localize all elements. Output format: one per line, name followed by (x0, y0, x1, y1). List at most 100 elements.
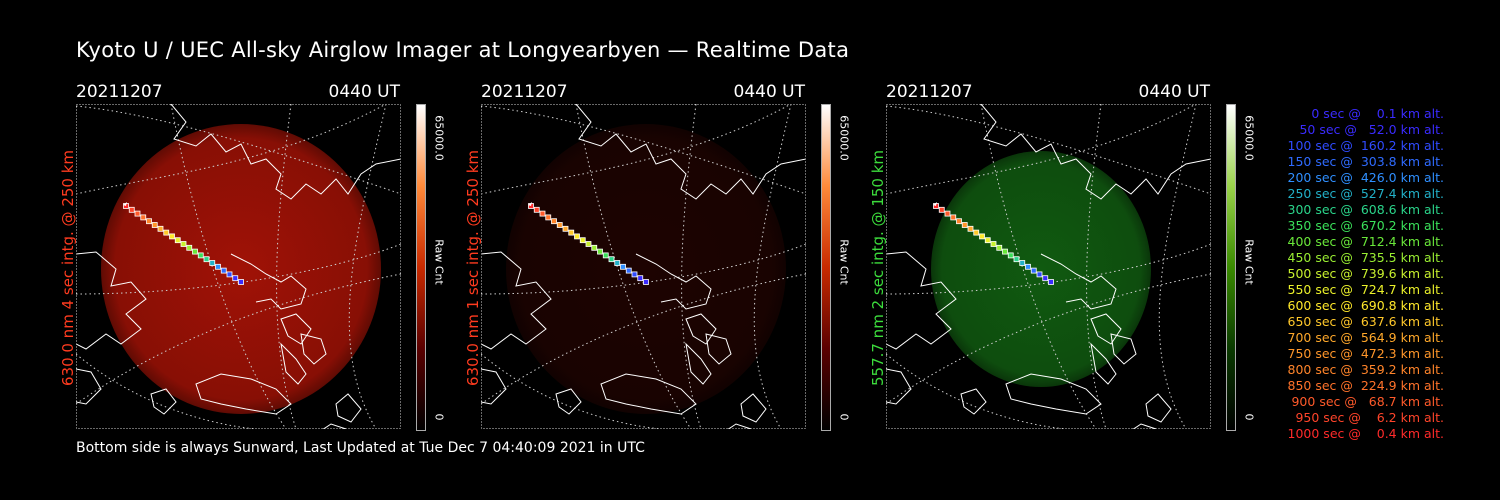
legend-row: 250 sec @ 527.4 km alt. (1287, 186, 1444, 201)
legend-row: 1000 sec @ 0.4 km alt. (1287, 426, 1444, 441)
trajectory-point (556, 222, 563, 228)
trajectory-point (979, 233, 985, 240)
legend-row: 300 sec @ 608.6 km alt. (1287, 202, 1444, 217)
legend-row: 350 sec @ 670.2 km alt. (1287, 218, 1444, 233)
trajectory-point (1007, 252, 1014, 259)
coastline (886, 251, 957, 350)
airglow-disk (101, 124, 381, 414)
longitude-line (170, 104, 287, 429)
trajectory-point (134, 210, 141, 217)
legend-row: 150 sec @ 303.8 km alt. (1287, 154, 1444, 169)
trajectory-point (533, 206, 540, 213)
colorbar-min-label: 0 (1242, 413, 1256, 421)
longitude-line (1158, 104, 1197, 429)
trajectory-point (568, 229, 575, 236)
legend-row: 600 sec @ 690.8 km alt. (1287, 298, 1444, 313)
trajectory-point (967, 225, 974, 232)
panel-time: 0440 UT (328, 82, 401, 102)
coastline (280, 313, 312, 345)
coastline (740, 393, 767, 423)
trajectory-point (984, 237, 991, 244)
latitude-line (76, 243, 401, 295)
trajectory-point (608, 256, 615, 263)
airglow-panel-630nm-4s: 20211207 0440 UT 630.0 nm 4 sec intg. @ … (59, 82, 446, 432)
legend-row: 0 sec @ 0.1 km alt. (1311, 106, 1444, 121)
panel-date: 20211207 (481, 82, 568, 102)
trajectory-point (146, 218, 152, 225)
colorbar-unit-label: Raw Cnt (1242, 239, 1256, 285)
panel-time: 0440 UT (1138, 82, 1211, 102)
trajectory-point (1019, 260, 1026, 266)
trajectory-point (597, 248, 603, 255)
coastline (886, 368, 912, 405)
coastline (230, 253, 307, 310)
trajectory-point (128, 206, 135, 213)
airglow-disk (931, 151, 1151, 387)
trajectory-point (192, 248, 198, 255)
all-sky-map (886, 104, 1211, 429)
trajectory-point (539, 210, 546, 217)
colorbar (1226, 104, 1236, 431)
legend-row: 400 sec @ 712.4 km alt. (1287, 234, 1444, 249)
coastline (1005, 373, 1102, 415)
legend-row: 850 sec @ 224.9 km alt. (1287, 378, 1444, 393)
all-sky-map (76, 104, 401, 429)
latitude-line (76, 105, 401, 195)
trajectory-point (140, 214, 147, 221)
trajectory-point (209, 260, 216, 266)
trajectory-start-marker (123, 202, 127, 206)
latitude-line (886, 243, 1211, 295)
coastline (76, 251, 147, 350)
trajectory-point (220, 267, 227, 274)
colorbar-max-label: 65000.0 (432, 115, 446, 161)
coastline (685, 342, 712, 385)
all-sky-map (481, 104, 806, 429)
legend-row: 200 sec @ 426.0 km alt. (1287, 170, 1444, 185)
legend-row: 550 sec @ 724.7 km alt. (1287, 282, 1444, 297)
coastline (1145, 393, 1172, 423)
trajectory-point (625, 267, 632, 274)
legend-row: 500 sec @ 739.6 km alt. (1287, 266, 1444, 281)
trajectory-point (151, 222, 158, 228)
trajectory-point (215, 263, 221, 270)
colorbar-max-label: 65000.0 (837, 115, 851, 161)
coastline (481, 251, 552, 350)
coastline (1132, 423, 1157, 429)
coastline (705, 333, 732, 365)
legend-row: 950 sec @ 6.2 km alt. (1295, 410, 1444, 425)
coastline (335, 393, 362, 423)
colorbar-unit-label: Raw Cnt (432, 239, 446, 285)
trajectory-point (961, 222, 968, 228)
coastline (727, 423, 752, 429)
panel-wavelength-label: 630.0 nm 1 sec intg. @ 250 km (464, 149, 482, 387)
latitude-line (886, 104, 1197, 195)
trajectory-start-marker (933, 202, 937, 206)
legend-row: 700 sec @ 564.9 km alt. (1287, 330, 1444, 345)
panel-date: 20211207 (76, 82, 163, 102)
coastline (600, 373, 697, 415)
latitude-line (481, 243, 806, 295)
colorbar-min-label: 0 (432, 413, 446, 421)
trajectory-point (238, 279, 244, 285)
trajectory-point (203, 256, 210, 263)
coastline (170, 104, 401, 200)
panel-time: 0440 UT (733, 82, 806, 102)
trajectory-point (990, 241, 997, 247)
trajectory-point (1025, 263, 1031, 270)
trajectory-point (545, 214, 552, 221)
legend-row: 800 sec @ 359.2 km alt. (1287, 362, 1444, 377)
trajectory-point (620, 263, 626, 270)
legend-row: 50 sec @ 52.0 km alt. (1299, 122, 1444, 137)
trajectory-point (232, 275, 239, 282)
colorbar-max-label: 65000.0 (1242, 115, 1256, 161)
coastline (76, 368, 102, 405)
coastline (960, 388, 987, 415)
trajectory-legend: 0 sec @ 0.1 km alt. 50 sec @ 52.0 km alt.… (1260, 106, 1444, 442)
trajectory-point (1030, 267, 1037, 274)
trajectory-point (602, 252, 609, 259)
map-frame (76, 104, 401, 429)
colorbar (821, 104, 831, 431)
panel-wavelength-label: 557.7 nm 2 sec intg. @ 150 km (869, 149, 887, 387)
trajectory-point (574, 233, 580, 240)
coastline (280, 342, 307, 385)
